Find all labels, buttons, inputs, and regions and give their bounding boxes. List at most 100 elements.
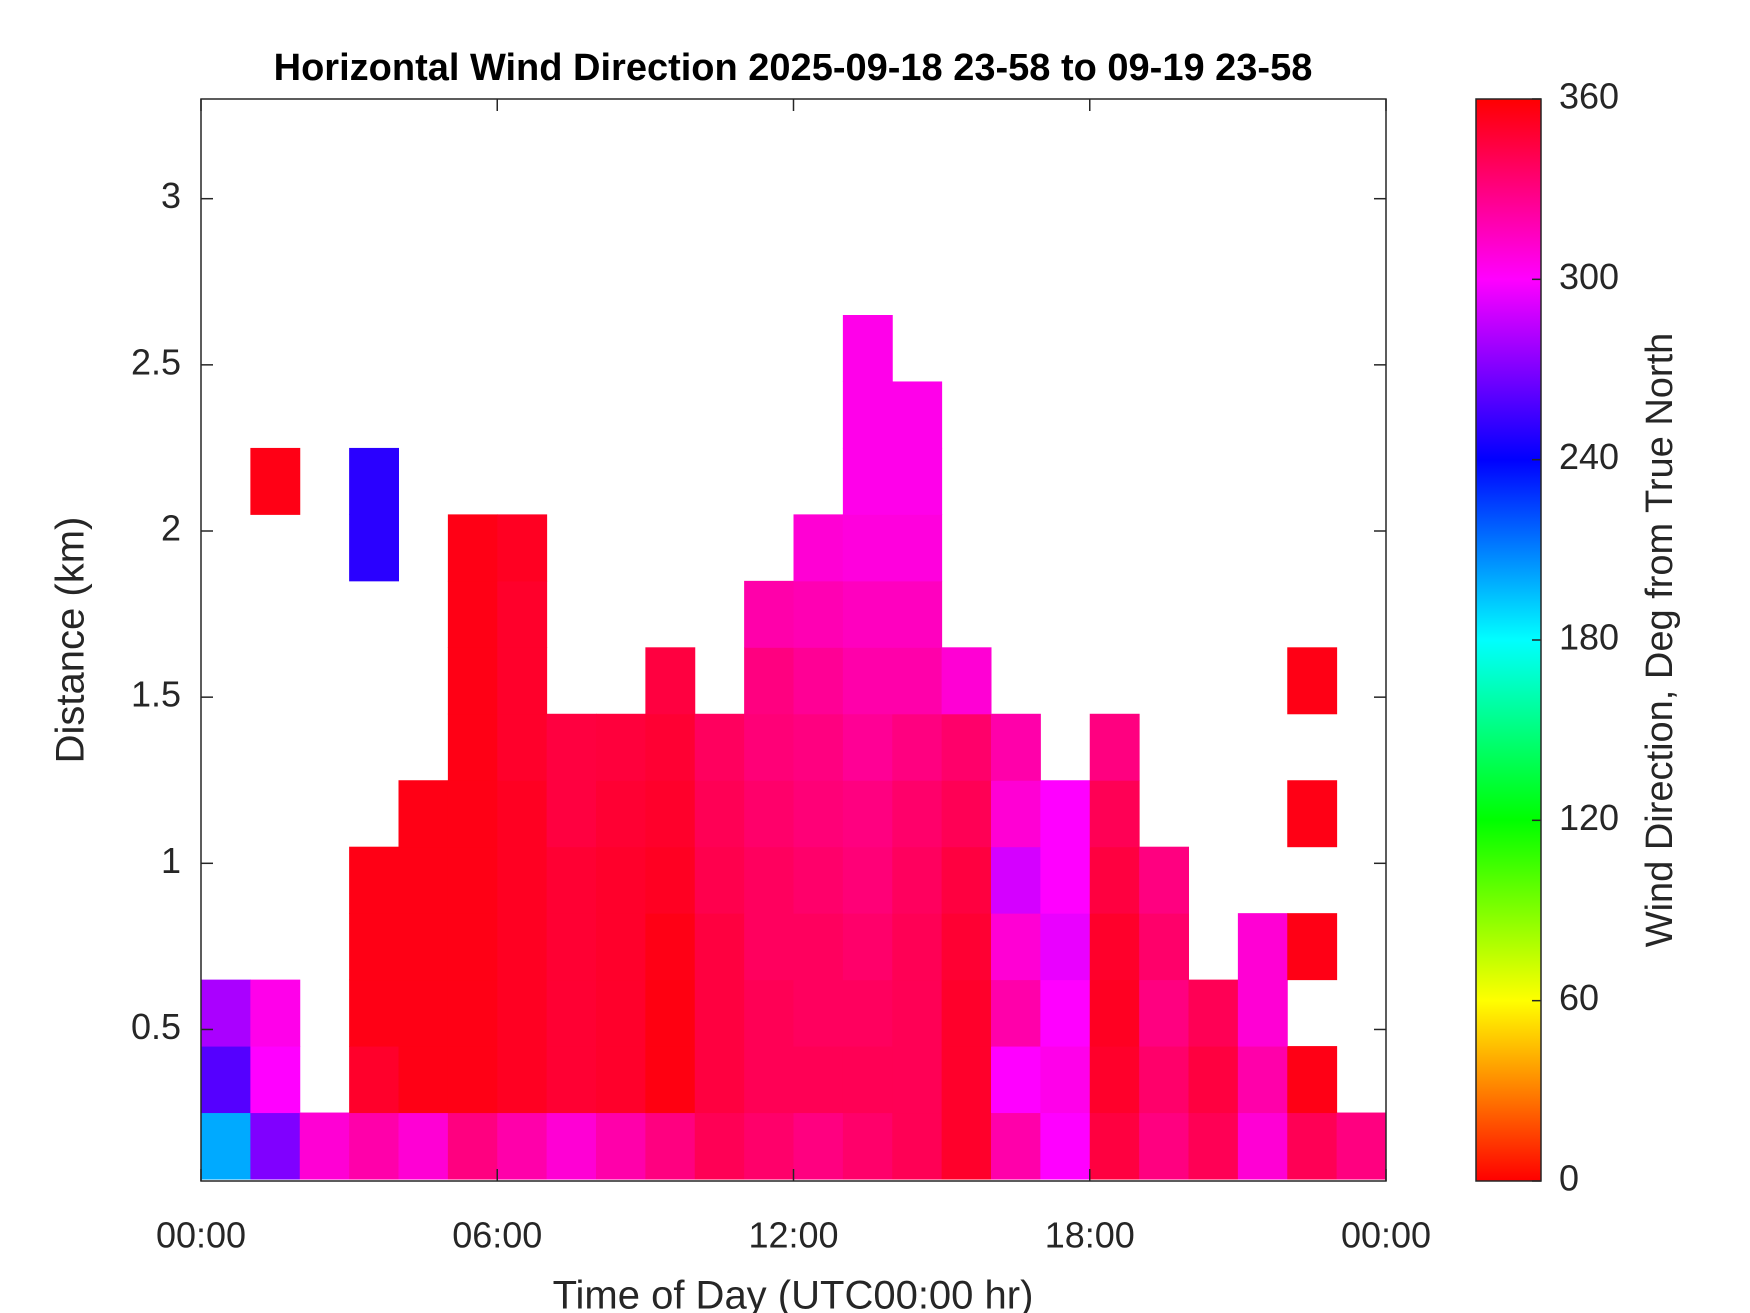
heatmap-cell	[991, 1112, 1041, 1180]
heatmap-cell	[596, 780, 646, 848]
heatmap-cell	[497, 979, 548, 1047]
heatmap-cell	[447, 713, 498, 781]
y-tick-label: 1	[161, 840, 181, 881]
heatmap-cell	[941, 979, 992, 1047]
heatmap-cell	[1287, 1112, 1338, 1180]
y-tick-label: 0.5	[131, 1006, 181, 1047]
colorbar-tick-label: 360	[1559, 76, 1619, 117]
heatmap-cell	[349, 913, 399, 981]
heatmap-cell	[1287, 913, 1338, 981]
heatmap-cell	[842, 1046, 893, 1114]
heatmap-cell	[645, 846, 696, 914]
heatmap-cell	[398, 1046, 449, 1114]
heatmap-cell	[1089, 979, 1140, 1047]
heatmap-cell	[546, 979, 597, 1047]
x-tick-label: 00:00	[1341, 1215, 1431, 1256]
heatmap-cell	[744, 780, 794, 848]
heatmap-cell	[645, 1046, 696, 1114]
heatmap-cell	[842, 647, 893, 715]
heatmap-cell	[596, 713, 646, 781]
heatmap-cell	[497, 514, 548, 582]
heatmap-cell	[1237, 1112, 1288, 1180]
heatmap-cell	[398, 913, 449, 981]
heatmap-cell	[497, 1112, 548, 1180]
heatmap-cell	[793, 979, 844, 1047]
heatmap-cell	[596, 1046, 646, 1114]
x-tick-label: 12:00	[748, 1215, 838, 1256]
heatmap-cell	[1139, 1112, 1189, 1180]
heatmap-cell	[201, 1046, 251, 1114]
heatmap-cell	[398, 1112, 449, 1180]
heatmap-cell	[793, 647, 844, 715]
heatmap-cell	[349, 447, 399, 515]
heatmap-cell	[546, 780, 597, 848]
heatmap-cell	[1089, 780, 1140, 848]
heatmap-cell	[941, 1112, 992, 1180]
heatmap-cell	[645, 780, 696, 848]
heatmap-cell	[349, 514, 399, 582]
heatmap-cell	[941, 780, 992, 848]
colorbar-tick-label: 120	[1559, 797, 1619, 838]
heatmap-cell	[991, 846, 1041, 914]
heatmap-cell	[596, 979, 646, 1047]
heatmap-cell	[793, 1046, 844, 1114]
heatmap-cell	[497, 780, 548, 848]
heatmap-cell	[793, 514, 844, 582]
heatmap-cell	[892, 514, 943, 582]
heatmap-cell	[991, 713, 1041, 781]
y-tick-label: 2	[161, 508, 181, 549]
chart-title: Horizontal Wind Direction 2025-09-18 23-…	[274, 47, 1313, 89]
heatmap-cell	[250, 447, 301, 515]
heatmap-cell	[892, 381, 943, 449]
heatmap-cell	[299, 1112, 350, 1180]
heatmap-cell	[447, 1046, 498, 1114]
colorbar-tick-label: 300	[1559, 256, 1619, 297]
heatmap-cell	[842, 580, 893, 648]
heatmap-cell	[842, 315, 893, 382]
heatmap-cell	[447, 580, 498, 648]
heatmap-cell	[744, 580, 794, 648]
heatmap-cell	[842, 1112, 893, 1180]
colorbar-tick-label: 60	[1559, 977, 1599, 1018]
heatmap-cell	[842, 979, 893, 1047]
heatmap-cell	[447, 780, 498, 848]
heatmap-cell	[892, 580, 943, 648]
heatmap-cell	[793, 1112, 844, 1180]
heatmap-cell	[1040, 1112, 1091, 1180]
heatmap-cell	[694, 913, 745, 981]
heatmap-cell	[201, 979, 251, 1047]
colorbar-tick-label: 240	[1559, 436, 1619, 477]
colorbar	[1475, 98, 1542, 1182]
x-tick-label: 00:00	[156, 1215, 246, 1256]
heatmap-cell	[447, 1112, 498, 1180]
heatmap-cell	[1139, 846, 1189, 914]
heatmap-cell	[596, 913, 646, 981]
heatmap-cell	[842, 514, 893, 582]
heatmap-cell	[1139, 979, 1189, 1047]
heatmap-cell	[349, 1046, 399, 1114]
heatmap-cell	[1139, 913, 1189, 981]
heatmap-cell	[842, 780, 893, 848]
heatmap-cell	[842, 713, 893, 781]
heatmap-cell	[1040, 780, 1091, 848]
x-axis-label: Time of Day (UTC00:00 hr)	[553, 1274, 1034, 1313]
y-axis-label: Distance (km)	[49, 517, 93, 764]
heatmap-cell	[892, 846, 943, 914]
heatmap-cell	[1188, 1112, 1239, 1180]
y-tick-label: 2.5	[131, 341, 181, 382]
y-tick-label: 3	[161, 175, 181, 216]
heatmap-cell	[447, 846, 498, 914]
heatmap-cell	[1287, 780, 1338, 848]
heatmap-cell	[842, 846, 893, 914]
heatmap-cell	[497, 913, 548, 981]
heatmap-cell	[546, 1046, 597, 1114]
heatmap-cell	[892, 913, 943, 981]
heatmap-cell	[1237, 979, 1288, 1047]
heatmap-cell	[941, 713, 992, 781]
heatmap-cell	[349, 1112, 399, 1180]
heatmap-cell	[892, 780, 943, 848]
heatmap-cell	[793, 713, 844, 781]
heatmap-cell	[842, 381, 893, 449]
heatmap-cell	[645, 979, 696, 1047]
